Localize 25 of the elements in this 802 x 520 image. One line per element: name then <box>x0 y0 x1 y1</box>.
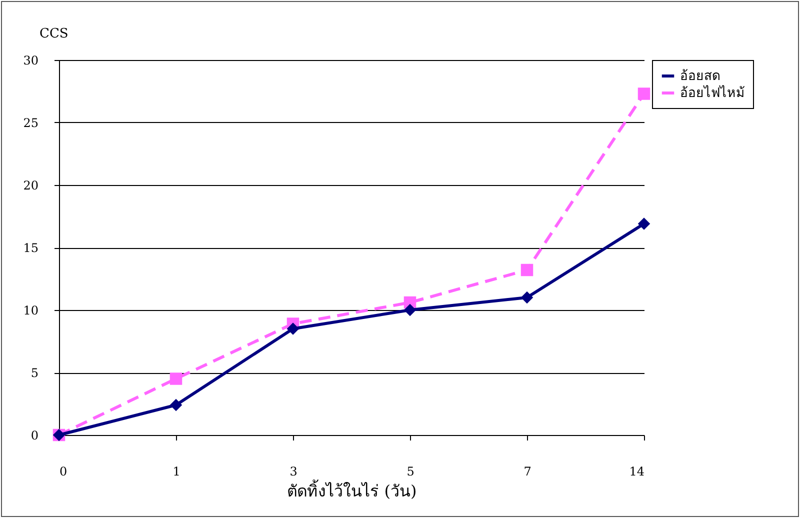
point <box>404 304 416 316</box>
y-tick-label: 15 <box>23 241 38 255</box>
legend-label: อ้อยสด <box>680 69 720 84</box>
point <box>638 218 650 230</box>
x-tick-label: 0 <box>60 464 68 478</box>
y-tick-label: 5 <box>30 366 38 380</box>
x-tick-label: 1 <box>172 464 180 478</box>
y-axis-title: CCS <box>40 26 68 42</box>
x-tick-label: 5 <box>406 464 414 478</box>
x-axis-title: ตัดทิ้งไว้ในไร่ (วัน) <box>287 480 417 500</box>
point <box>520 264 534 276</box>
point <box>170 372 182 385</box>
point <box>520 291 534 304</box>
y-tick-label: 20 <box>23 178 38 192</box>
point <box>638 88 650 100</box>
x-tick-label: 14 <box>629 464 645 478</box>
y-tick-label: 0 <box>30 428 38 442</box>
point <box>170 398 182 412</box>
y-tick-label: 30 <box>23 54 38 68</box>
y-tick-label: 10 <box>23 304 38 318</box>
point <box>286 322 300 335</box>
legend-label: อ้อยไฟไหม้ <box>680 85 745 101</box>
x-tick-label: 3 <box>290 464 298 478</box>
y-tick-label: 25 <box>23 116 38 130</box>
x-tick-label: 7 <box>524 464 532 478</box>
